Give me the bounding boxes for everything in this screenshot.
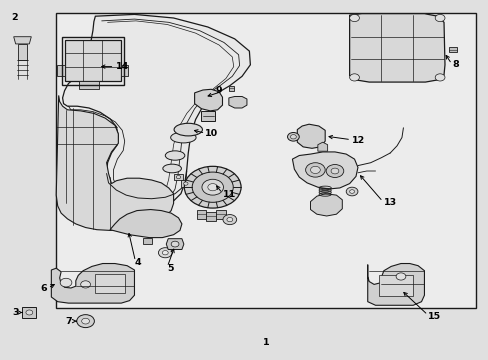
Circle shape bbox=[202, 179, 223, 195]
Circle shape bbox=[395, 273, 405, 280]
Polygon shape bbox=[51, 264, 134, 303]
Polygon shape bbox=[57, 65, 64, 76]
Polygon shape bbox=[18, 44, 27, 60]
Bar bbox=[181, 180, 190, 187]
Circle shape bbox=[305, 163, 325, 177]
Polygon shape bbox=[367, 264, 424, 305]
Circle shape bbox=[290, 135, 296, 139]
Ellipse shape bbox=[174, 123, 202, 136]
Text: 5: 5 bbox=[167, 264, 173, 273]
Circle shape bbox=[207, 184, 217, 191]
Circle shape bbox=[287, 132, 299, 141]
Circle shape bbox=[183, 182, 187, 185]
Circle shape bbox=[226, 217, 232, 222]
Circle shape bbox=[184, 166, 241, 208]
Circle shape bbox=[60, 278, 72, 287]
Ellipse shape bbox=[163, 164, 181, 173]
Text: 4: 4 bbox=[134, 258, 141, 267]
Circle shape bbox=[223, 215, 236, 225]
Circle shape bbox=[349, 14, 359, 22]
Polygon shape bbox=[349, 14, 444, 82]
Polygon shape bbox=[228, 86, 233, 91]
Polygon shape bbox=[216, 210, 225, 219]
Text: 15: 15 bbox=[427, 311, 441, 320]
Circle shape bbox=[310, 166, 320, 174]
Polygon shape bbox=[194, 89, 222, 111]
Ellipse shape bbox=[170, 132, 196, 143]
Circle shape bbox=[77, 315, 94, 328]
Text: 12: 12 bbox=[351, 136, 365, 145]
Text: 14: 14 bbox=[116, 62, 129, 71]
Circle shape bbox=[162, 251, 168, 255]
Circle shape bbox=[349, 74, 359, 81]
Text: 10: 10 bbox=[205, 129, 218, 138]
Text: 11: 11 bbox=[222, 190, 235, 199]
Polygon shape bbox=[56, 95, 173, 230]
Circle shape bbox=[26, 310, 33, 315]
Circle shape bbox=[434, 74, 444, 81]
Ellipse shape bbox=[165, 151, 184, 160]
Bar bbox=[174, 174, 183, 180]
Circle shape bbox=[192, 172, 233, 202]
Text: 3: 3 bbox=[12, 308, 19, 317]
Circle shape bbox=[325, 165, 343, 177]
Polygon shape bbox=[448, 47, 456, 52]
Text: 1: 1 bbox=[263, 338, 269, 347]
Polygon shape bbox=[110, 210, 182, 238]
Polygon shape bbox=[14, 37, 31, 44]
Text: 7: 7 bbox=[65, 317, 72, 325]
Polygon shape bbox=[166, 239, 183, 249]
Polygon shape bbox=[22, 307, 36, 318]
Circle shape bbox=[349, 190, 354, 193]
Polygon shape bbox=[310, 194, 342, 216]
Polygon shape bbox=[201, 111, 215, 121]
Circle shape bbox=[330, 168, 338, 174]
Polygon shape bbox=[292, 152, 357, 189]
Polygon shape bbox=[142, 238, 151, 244]
Polygon shape bbox=[228, 96, 246, 108]
Circle shape bbox=[434, 14, 444, 22]
Circle shape bbox=[346, 187, 357, 196]
Polygon shape bbox=[79, 81, 99, 89]
Polygon shape bbox=[121, 65, 128, 76]
Bar bbox=[56, 13, 475, 308]
Polygon shape bbox=[62, 14, 250, 204]
Text: 13: 13 bbox=[383, 198, 396, 207]
Polygon shape bbox=[297, 124, 325, 148]
Polygon shape bbox=[196, 210, 206, 219]
Bar bbox=[95, 274, 124, 293]
Circle shape bbox=[176, 175, 181, 179]
Text: 9: 9 bbox=[215, 86, 222, 95]
Text: 6: 6 bbox=[40, 284, 47, 293]
Text: 2: 2 bbox=[11, 13, 18, 22]
Circle shape bbox=[171, 241, 179, 247]
Polygon shape bbox=[64, 40, 121, 81]
Bar bbox=[378, 275, 412, 296]
Circle shape bbox=[81, 318, 89, 324]
Text: 8: 8 bbox=[452, 60, 459, 69]
Polygon shape bbox=[206, 212, 216, 221]
Circle shape bbox=[81, 281, 90, 288]
Polygon shape bbox=[317, 142, 327, 151]
Circle shape bbox=[158, 248, 172, 258]
